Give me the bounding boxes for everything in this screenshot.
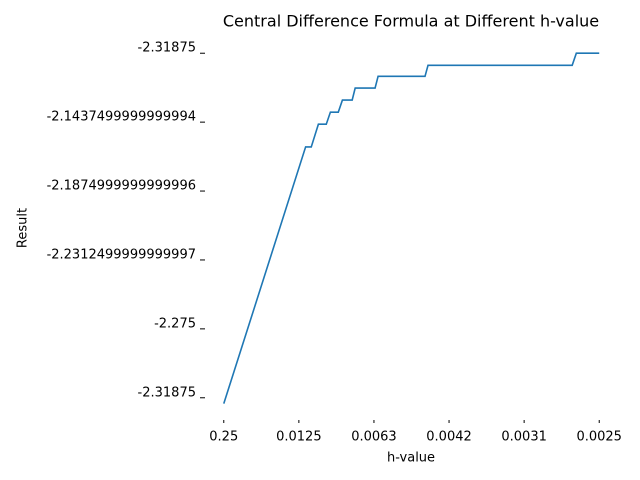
x-tick-label: 0.0025 bbox=[576, 430, 622, 445]
y-tick-label: -2.1437499999999994 bbox=[47, 110, 196, 125]
chart-title: Central Difference Formula at Different … bbox=[223, 12, 599, 31]
y-tick-label: -2.275 bbox=[154, 316, 196, 331]
x-tick-label: 0.0063 bbox=[351, 430, 397, 445]
x-tick-label: 0.0125 bbox=[276, 430, 322, 445]
y-tick-label: -2.2312499999999997 bbox=[47, 247, 196, 262]
y-tick-label: -2.31875 bbox=[138, 385, 196, 400]
x-axis-label: h-value bbox=[387, 451, 435, 466]
y-tick-label: -2.1874999999999996 bbox=[47, 179, 196, 194]
x-tick-label: 0.0042 bbox=[426, 430, 472, 445]
x-tick-label: 0.25 bbox=[209, 430, 238, 445]
data-line bbox=[223, 52, 600, 404]
y-tick-label: -2.31875 bbox=[138, 41, 196, 56]
x-tick-label: 0.0031 bbox=[501, 430, 547, 445]
y-axis-label: Result bbox=[16, 208, 31, 248]
